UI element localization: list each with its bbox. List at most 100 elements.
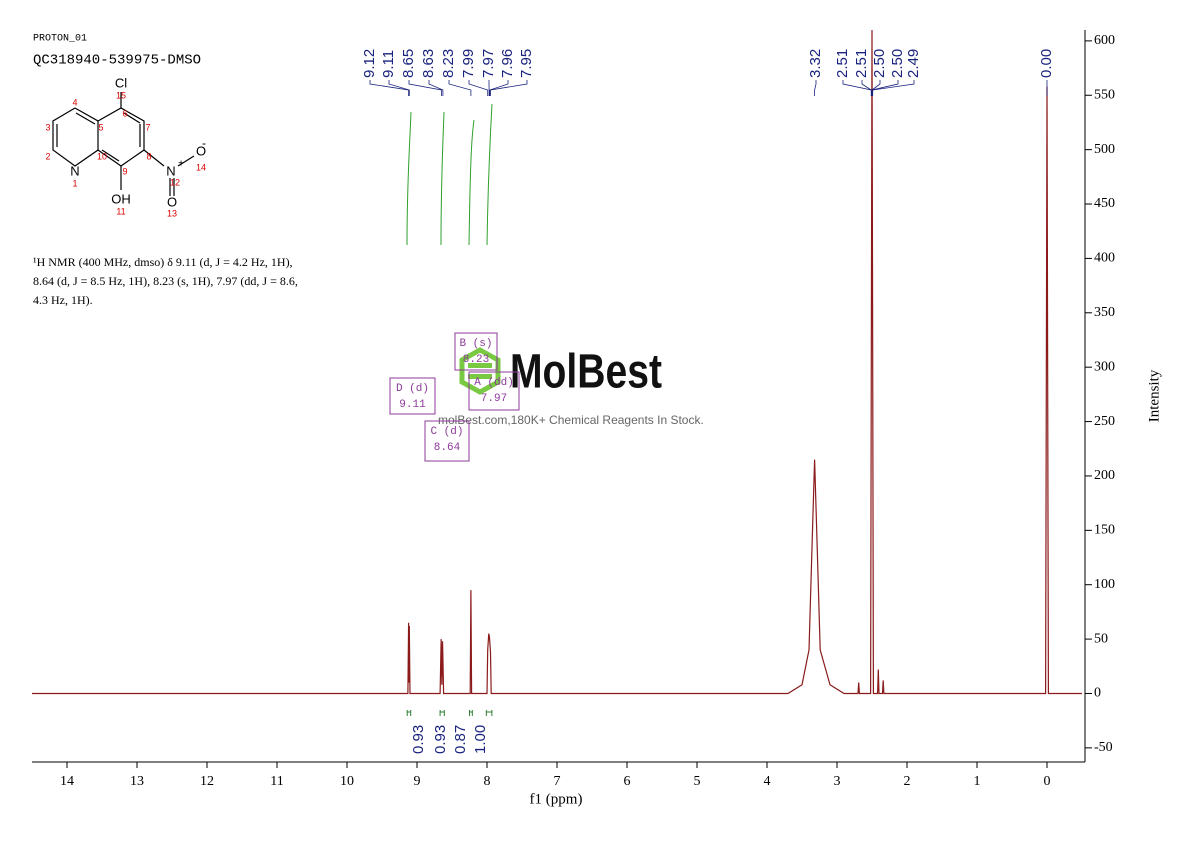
atom-label: 8 — [146, 151, 151, 161]
x-tick-label: 12 — [200, 774, 214, 789]
peak-connector — [468, 80, 489, 96]
y-tick-label: 100 — [1094, 577, 1115, 592]
peak-label: 7.95 — [518, 49, 535, 78]
peak-connector — [814, 80, 817, 96]
y-tick-label: 400 — [1094, 251, 1115, 266]
multiplet-box — [424, 420, 470, 462]
multiplet-shift: 8.23 — [463, 354, 489, 366]
peak-label: 2.49 — [905, 49, 922, 78]
peak-label: 7.96 — [499, 49, 516, 78]
bond — [52, 107, 99, 167]
integral-label: 1.00 — [472, 725, 489, 754]
logo — [468, 374, 492, 379]
x-tick-label: 11 — [270, 774, 283, 789]
multiplet-shift: 7.97 — [481, 393, 507, 405]
y-tick-label: 50 — [1094, 631, 1108, 646]
x-axis-label: f1 (ppm) — [530, 791, 583, 807]
nmr-description: ¹H NMR (400 MHz, dmso) δ 9.11 (d, J = 4.… — [33, 255, 293, 269]
structure — [52, 92, 195, 196]
x-tick-label: 10 — [340, 774, 354, 789]
peak-label: 9.12 — [361, 49, 378, 78]
integral-bracket — [406, 710, 412, 716]
atom-label: + — [178, 159, 184, 170]
y-tick-label: 0 — [1094, 686, 1101, 701]
multiplet-label: C (d) — [430, 426, 463, 438]
y-tick-label: -50 — [1094, 740, 1113, 755]
atom-label: 10 — [97, 151, 107, 161]
peak-connector — [408, 80, 442, 96]
multiplet-box — [454, 332, 498, 371]
logo — [459, 347, 501, 395]
x-tick-label: 14 — [60, 774, 74, 789]
integral-bracket — [469, 710, 473, 716]
x-tick-label: 13 — [130, 774, 144, 789]
atom-label: 5 — [98, 122, 103, 132]
x-tick-label: 7 — [554, 774, 561, 789]
peak-label: 7.97 — [480, 49, 497, 78]
peak-connector — [872, 80, 915, 96]
atom-label: 14 — [196, 162, 206, 172]
peak-connector — [489, 80, 509, 96]
atom-label: 15 — [116, 90, 126, 100]
peak-label: 8.65 — [400, 49, 417, 78]
x-tick-label: 1 — [974, 774, 981, 789]
y-tick-label: 150 — [1094, 523, 1115, 538]
peak-label: 2.51 — [834, 49, 851, 78]
peak-connector — [448, 80, 472, 96]
atom-label: N — [70, 163, 79, 178]
atom-label: 2 — [45, 151, 50, 161]
peak-label: 2.51 — [853, 49, 870, 78]
bond — [75, 112, 96, 125]
multiplet-box — [389, 377, 436, 415]
y-tick-label: 600 — [1094, 33, 1115, 48]
bond — [101, 149, 120, 162]
multiplet-shift: 8.64 — [434, 442, 461, 454]
integral-curve — [486, 103, 493, 246]
x-tick-label: 5 — [694, 774, 701, 789]
bond — [97, 107, 145, 167]
peak-connector — [428, 80, 444, 96]
y-tick-label: 450 — [1094, 196, 1115, 211]
peak-connector — [842, 80, 872, 96]
integral-curve — [406, 111, 412, 246]
watermark: MolBest molBest.com,180K+ Chemical Reage… — [438, 346, 704, 428]
y-tick-label: 550 — [1094, 87, 1115, 102]
nmr-description: 8.64 (d, J = 8.5 Hz, 1H), 8.23 (s, 1H), … — [33, 274, 298, 288]
peak-label: 8.63 — [420, 49, 437, 78]
peak-connector — [388, 80, 410, 96]
multiplet-label: A (dd) — [474, 377, 514, 389]
atom-label: O — [167, 194, 177, 209]
multiplet-label: D (d) — [396, 383, 429, 395]
spectrum — [32, 30, 1082, 695]
bond — [123, 112, 141, 124]
peak-label: 2.50 — [871, 49, 888, 78]
y-tick-label: 200 — [1094, 468, 1115, 483]
x-tick-label: 9 — [414, 774, 421, 789]
peak-label: 0.00 — [1038, 49, 1055, 78]
y-axis-label: Intensity — [1146, 369, 1162, 422]
x-tick-label: 4 — [764, 774, 771, 789]
x-tick-label: 6 — [624, 774, 631, 789]
atom-label: 4 — [72, 97, 77, 107]
atom-label: 11 — [116, 206, 125, 216]
atom-label: OH — [111, 191, 131, 206]
peak-label: 7.99 — [460, 49, 477, 78]
x-tick-label: 8 — [484, 774, 491, 789]
integral-curves — [406, 103, 493, 246]
multiplet-label: B (s) — [459, 338, 492, 350]
peak-label: 9.11 — [380, 50, 397, 78]
peak-connector — [871, 80, 881, 96]
bond — [177, 155, 195, 167]
y-tick-label: 300 — [1094, 359, 1115, 374]
y-tick-label: 250 — [1094, 414, 1115, 429]
atom-label: 12 — [170, 177, 180, 187]
tagline: molBest.com,180K+ Chemical Reagents In S… — [438, 413, 704, 427]
peak-connector — [490, 80, 528, 96]
integral-bracket — [439, 710, 445, 716]
atom-label: 6 — [122, 108, 127, 118]
peak-connector — [861, 80, 872, 96]
peak-connector — [871, 80, 899, 96]
atom-label: 7 — [145, 122, 150, 132]
peak-label: 3.32 — [807, 49, 824, 78]
